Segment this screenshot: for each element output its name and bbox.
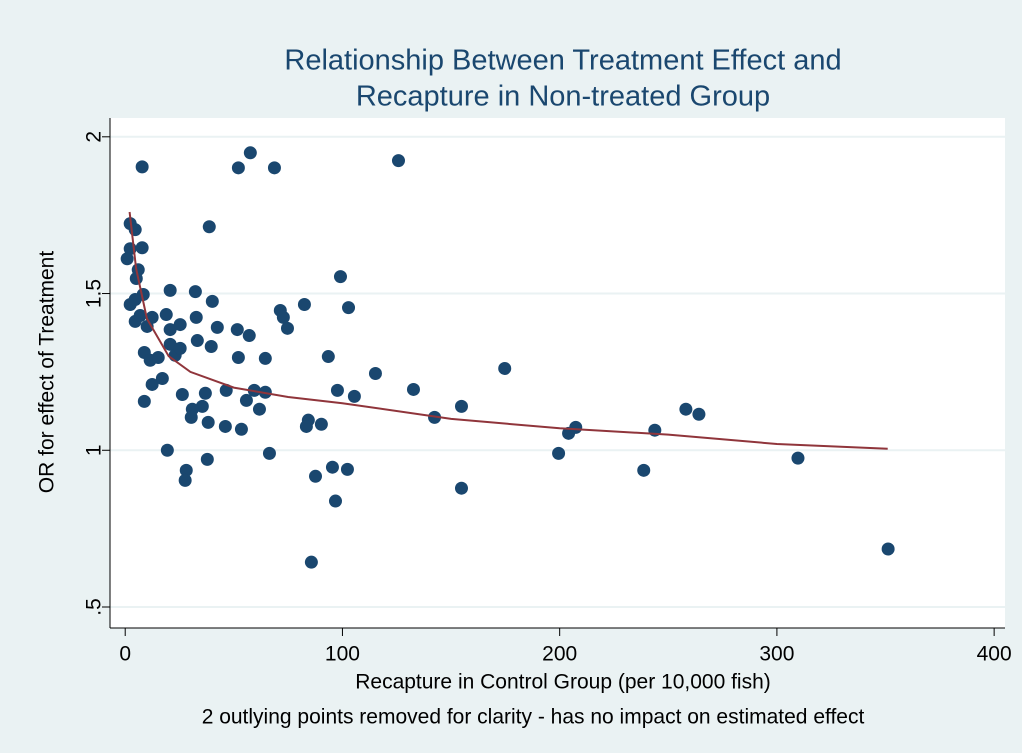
point bbox=[252, 402, 266, 416]
point bbox=[219, 383, 233, 397]
point bbox=[242, 329, 256, 343]
point bbox=[342, 301, 356, 315]
point bbox=[340, 462, 354, 476]
point bbox=[204, 340, 218, 354]
point bbox=[175, 387, 189, 401]
point bbox=[309, 469, 323, 483]
point bbox=[200, 452, 214, 466]
point bbox=[552, 446, 566, 460]
point bbox=[230, 323, 244, 337]
point bbox=[128, 292, 142, 306]
point bbox=[679, 402, 693, 416]
point bbox=[328, 494, 342, 508]
point bbox=[692, 407, 706, 421]
point bbox=[163, 323, 177, 337]
point bbox=[201, 415, 215, 429]
point bbox=[391, 154, 405, 168]
point bbox=[155, 371, 169, 385]
point bbox=[276, 310, 290, 324]
point bbox=[333, 270, 347, 284]
point bbox=[258, 351, 272, 365]
point bbox=[151, 350, 165, 364]
point bbox=[160, 443, 174, 457]
point bbox=[135, 160, 149, 174]
point bbox=[881, 542, 895, 556]
point bbox=[120, 252, 134, 266]
point bbox=[195, 399, 209, 413]
point bbox=[210, 320, 224, 334]
x-tick-label: 100 bbox=[325, 643, 360, 666]
point bbox=[321, 350, 335, 364]
point bbox=[218, 419, 232, 433]
point bbox=[454, 481, 468, 495]
x-tick-label: 400 bbox=[977, 643, 1012, 666]
point bbox=[135, 241, 149, 255]
point bbox=[159, 308, 173, 322]
y-tick-label: 1 bbox=[83, 444, 106, 456]
point bbox=[178, 473, 192, 487]
point bbox=[190, 334, 204, 348]
chart-title: Relationship Between Treatment Effect an… bbox=[284, 45, 841, 77]
y-tick-label: .5 bbox=[83, 598, 106, 616]
point bbox=[239, 393, 253, 407]
point bbox=[137, 394, 151, 408]
point bbox=[205, 294, 219, 308]
point bbox=[280, 321, 294, 335]
point bbox=[330, 383, 344, 397]
point bbox=[234, 422, 248, 436]
point bbox=[498, 361, 512, 375]
point bbox=[637, 463, 651, 477]
point bbox=[231, 161, 245, 175]
point bbox=[188, 285, 202, 299]
note: 2 outlying points removed for clarity - … bbox=[202, 706, 865, 729]
point bbox=[791, 451, 805, 465]
point bbox=[262, 446, 276, 460]
point bbox=[145, 377, 159, 391]
x-axis-label: Recapture in Control Group (per 10,000 f… bbox=[355, 671, 771, 694]
x-tick-label: 300 bbox=[759, 643, 794, 666]
point bbox=[406, 382, 420, 396]
point bbox=[299, 419, 313, 433]
point bbox=[202, 220, 216, 234]
point bbox=[347, 389, 361, 403]
point bbox=[189, 310, 203, 324]
chart-title: Recapture in Non-treated Group bbox=[356, 81, 770, 113]
point bbox=[243, 146, 257, 160]
point bbox=[173, 318, 187, 332]
point bbox=[198, 386, 212, 400]
point bbox=[454, 399, 468, 413]
point bbox=[133, 308, 147, 322]
point bbox=[314, 417, 328, 431]
point bbox=[325, 460, 339, 474]
point bbox=[562, 426, 576, 440]
point bbox=[368, 366, 382, 380]
point bbox=[163, 283, 177, 297]
y-tick-label: 1.5 bbox=[83, 279, 106, 308]
fit-line bbox=[128, 211, 888, 450]
point bbox=[297, 298, 311, 312]
x-tick-label: 200 bbox=[542, 643, 577, 666]
point bbox=[163, 337, 177, 351]
y-tick-label: 2 bbox=[83, 131, 106, 143]
plot-area bbox=[110, 118, 1005, 628]
point bbox=[179, 463, 193, 477]
point bbox=[304, 555, 318, 569]
x-tick-label: 0 bbox=[119, 643, 131, 666]
point bbox=[173, 341, 187, 355]
point bbox=[267, 161, 281, 175]
point bbox=[184, 410, 198, 424]
point bbox=[231, 350, 245, 364]
y-axis-label: OR for effect of Treatment bbox=[36, 251, 59, 494]
